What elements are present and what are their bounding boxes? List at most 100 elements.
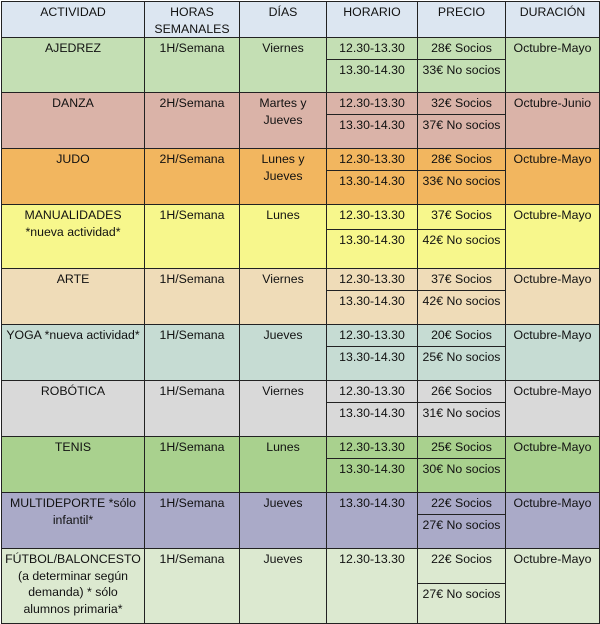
- table-subrow: 13.30-14.30 42€ No socios: [2, 229, 600, 269]
- header-actividad: ACTIVIDAD: [1, 1, 145, 38]
- activity-name: TENIS: [1, 436, 145, 493]
- duration: Octubre-Junio: [505, 92, 600, 149]
- days: Martes y Jueves: [239, 92, 327, 149]
- table-row: TENIS 1H/Semana Lunes 12.30-13.30 25€ Socios…: [1, 436, 600, 493]
- activity-name: YOGA *nueva actividad*: [1, 324, 145, 381]
- price-non-members: 37€ No socios: [417, 114, 506, 149]
- days: Lunes: [239, 436, 327, 493]
- schedule: 12.30-13.30: [326, 148, 418, 171]
- header-dias: DÍAS: [239, 1, 327, 38]
- days: Jueves: [239, 492, 327, 549]
- days: Jueves: [239, 324, 327, 381]
- price-non-members: 31€ No socios: [417, 402, 506, 437]
- activity-name: DANZA: [1, 92, 145, 149]
- schedule: 12.30-13.30: [326, 268, 418, 291]
- price-non-members: 42€ No socios: [417, 290, 506, 325]
- header-precio: PRECIO: [417, 1, 506, 38]
- header-horario: HORARIO: [326, 1, 418, 38]
- duration: Octubre-Mayo: [505, 37, 600, 93]
- table-subrow: 13.30-14.30 25€ No socios: [2, 346, 600, 381]
- weekly-hours: 1H/Semana: [144, 548, 240, 624]
- duration: Octubre-Mayo: [505, 204, 600, 269]
- table-subrow: 13.30-14.30 33€ No socios: [2, 59, 600, 93]
- weekly-hours: 2H/Semana: [144, 148, 240, 205]
- days: Viernes: [239, 268, 327, 325]
- table-row: ARTE 1H/Semana Viernes 12.30-13.30 37€ Socio…: [1, 268, 600, 325]
- price-non-members: 33€ No socios: [417, 170, 506, 205]
- activity-name: MULTIDEPORTE *sólo infantil*: [1, 492, 145, 549]
- weekly-hours: 1H/Semana: [144, 492, 240, 549]
- table-subrow: 13.30-14.30 31€ No socios: [2, 402, 600, 437]
- price-non-members: 25€ No socios: [417, 346, 506, 381]
- price-members: 32€ Socios: [417, 92, 506, 115]
- weekly-hours: 1H/Semana: [144, 324, 240, 381]
- price-members: 28€ Socios: [417, 148, 506, 171]
- days: Viernes: [239, 37, 327, 93]
- table-row: MANUALIDADES *nueva actividad* 1H/Semana L…: [1, 204, 600, 269]
- weekly-hours: 1H/Semana: [144, 380, 240, 437]
- price-members: 26€ Socios: [417, 380, 506, 403]
- price-members: 28€ Socios: [417, 37, 506, 60]
- table-row: YOGA *nueva actividad* 1H/Semana Jueves 12.…: [1, 324, 600, 381]
- days: Lunes: [239, 204, 327, 269]
- schedule: 13.30-14.30: [326, 229, 418, 269]
- duration: Octubre-Mayo: [505, 324, 600, 381]
- schedule: 12.30-13.30: [326, 324, 418, 347]
- table-row: AJEDREZ 1H/Semana Viernes 12.30-13.30 28€ So…: [1, 37, 600, 93]
- table-row: DANZA 2H/Semana Martes y Jueves 12.30-13.30…: [1, 92, 600, 149]
- schedule: 12.30-13.30: [326, 204, 418, 230]
- schedule: 13.30-14.30: [326, 170, 418, 205]
- schedule: 13.30-14.30: [326, 492, 418, 549]
- schedule: 13.30-14.30: [326, 458, 418, 493]
- schedule: 13.30-14.30: [326, 59, 418, 93]
- price-members: 22€ Socios: [417, 548, 506, 584]
- duration: Octubre-Mayo: [505, 436, 600, 493]
- activity-name: JUDO: [1, 148, 145, 205]
- price-non-members: 27€ No socios: [417, 514, 506, 549]
- schedule: 12.30-13.30: [326, 436, 418, 459]
- price-non-members: 33€ No socios: [417, 59, 506, 93]
- duration: Octubre-Mayo: [505, 268, 600, 325]
- price-members: 20€ Socios: [417, 324, 506, 347]
- days: Viernes: [239, 380, 327, 437]
- weekly-hours: 1H/Semana: [144, 204, 240, 269]
- activity-name: FÚTBOL/BALONCESTO (a determinar según de…: [1, 548, 145, 624]
- days: Lunes y Jueves: [239, 148, 327, 205]
- table-subrow: 13.30-14.30 33€ No socios: [2, 170, 600, 205]
- weekly-hours: 1H/Semana: [144, 268, 240, 325]
- activity-name: AJEDREZ: [1, 37, 145, 93]
- activity-name: ROBÓTICA: [1, 380, 145, 437]
- header-horas: HORAS SEMANALES: [144, 1, 240, 38]
- price-members: 37€ Socios: [417, 268, 506, 291]
- table-row: FÚTBOL/BALONCESTO (a determinar según de…: [1, 548, 600, 624]
- duration: Octubre-Mayo: [505, 492, 600, 549]
- schedule: 12.30-13.30: [326, 380, 418, 403]
- activity-name: MANUALIDADES *nueva actividad*: [1, 204, 145, 269]
- price-non-members: 27€ No socios: [417, 583, 506, 624]
- price-members: 25€ Socios: [417, 436, 506, 459]
- schedule: 12.30-13.30: [326, 37, 418, 60]
- days: Jueves: [239, 548, 327, 624]
- schedule: 12.30-13.30: [326, 92, 418, 115]
- price-members: 22€ Socios: [417, 492, 506, 515]
- header-duracion: DURACIÓN: [505, 1, 600, 38]
- price-members: 37€ Socios: [417, 204, 506, 230]
- table-row: MULTIDEPORTE *sólo infantil* 1H/Semana Jue…: [1, 492, 600, 549]
- schedule: 13.30-14.30: [326, 402, 418, 437]
- schedule: 12.30-13.30: [326, 548, 418, 624]
- weekly-hours: 2H/Semana: [144, 92, 240, 149]
- schedule: 13.30-14.30: [326, 114, 418, 149]
- duration: Octubre-Mayo: [505, 548, 600, 624]
- header-row: ACTIVIDAD HORAS SEMANALES DÍAS HORARIO P…: [1, 1, 600, 38]
- duration: Octubre-Mayo: [505, 380, 600, 437]
- weekly-hours: 1H/Semana: [144, 436, 240, 493]
- weekly-hours: 1H/Semana: [144, 37, 240, 93]
- price-non-members: 42€ No socios: [417, 229, 506, 269]
- duration: Octubre-Mayo: [505, 148, 600, 205]
- table-subrow: 13.30-14.30 30€ No socios: [2, 458, 600, 493]
- schedule: 13.30-14.30: [326, 290, 418, 325]
- table-row: ROBÓTICA 1H/Semana Viernes 12.30-13.30 26€ S…: [1, 380, 600, 437]
- table-row: JUDO 2H/Semana Lunes y Jueves 12.30-13.30 28…: [1, 148, 600, 205]
- price-non-members: 30€ No socios: [417, 458, 506, 493]
